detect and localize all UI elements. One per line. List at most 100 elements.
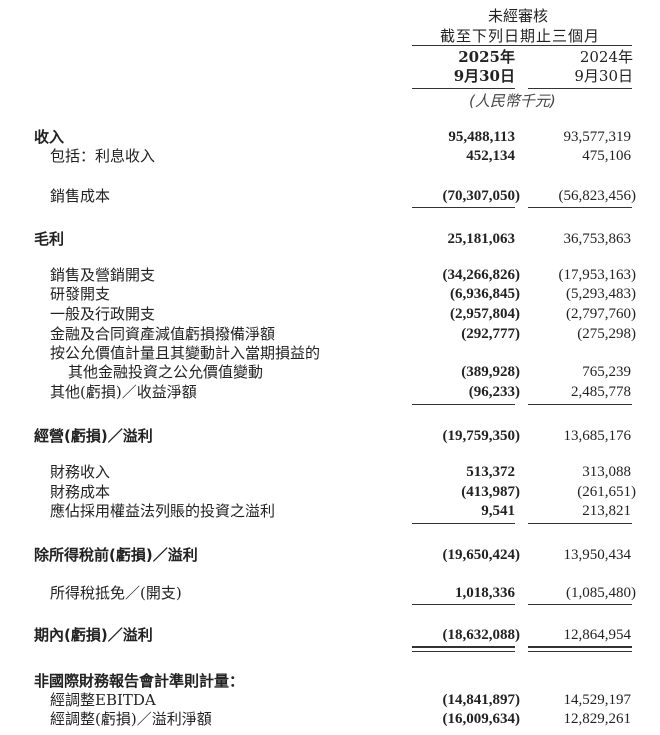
value-2024: 13,685,176 xyxy=(563,428,632,444)
row-adjusted-net-profit: 經調整(虧損)／溢利淨額 (16,009,634) 12,829,261 xyxy=(0,710,660,729)
row-interest-income: 包括：利息收入 452,134 475,106 xyxy=(0,147,660,166)
row-label: 一般及行政開支 xyxy=(50,305,156,323)
value-2025: (16,009,634) xyxy=(442,711,521,727)
subtotal-rule xyxy=(412,604,515,605)
row-label: 經調整(虧損)／溢利淨額 xyxy=(50,710,212,728)
value-2025: 95,488,113 xyxy=(448,129,515,145)
value-2024: 93,577,319 xyxy=(563,129,632,145)
value-2025: 25,181,063 xyxy=(447,231,516,247)
value-2024: 36,753,863 xyxy=(563,231,632,247)
value-2024: 313,088 xyxy=(582,464,631,480)
row-label: 所得稅抵免／(開支) xyxy=(50,584,182,602)
currency-unit: (人民幣千元) xyxy=(469,92,556,110)
subtotal-rule xyxy=(528,404,632,405)
value-2025: (19,650,424) xyxy=(442,547,521,563)
value-2025: (292,777) xyxy=(461,326,520,342)
row-other-gains: 其他(虧損)／收益淨額 (96,233) 2,485,778 xyxy=(0,383,660,402)
value-2025: 452,134 xyxy=(466,148,515,164)
row-label: 毛利 xyxy=(34,230,65,248)
subtotal-rule xyxy=(412,523,515,524)
value-2024: 12,829,261 xyxy=(563,711,632,727)
col-2024-rule xyxy=(528,88,632,89)
value-2025: (96,233) xyxy=(468,384,520,400)
row-label: 財務成本 xyxy=(50,483,111,501)
row-rd-expenses: 研發開支 (6,936,845) (5,293,483) xyxy=(0,285,660,304)
row-label: 應佔採用權益法列賬的投資之溢利 xyxy=(50,502,276,520)
subtotal-rule xyxy=(528,523,632,524)
total-double-rule xyxy=(412,646,515,648)
total-double-rule xyxy=(412,651,515,652)
value-2025: (18,632,088) xyxy=(442,627,521,643)
total-double-rule xyxy=(528,651,632,652)
row-label: 除所得稅前(虧損)／溢利 xyxy=(34,546,198,564)
audit-status: 未經審核 xyxy=(488,7,549,25)
subtotal-rule xyxy=(412,404,515,405)
value-2024: (56,823,456) xyxy=(558,188,637,204)
value-2024: (5,293,483) xyxy=(566,286,636,302)
value-2025: (6,936,845) xyxy=(450,286,520,302)
value-2025: 513,372 xyxy=(466,464,515,480)
row-label: 經調整EBITDA xyxy=(50,691,156,709)
row-finance-costs: 財務成本 (413,987) (261,651) xyxy=(0,483,660,502)
value-2025: (389,928) xyxy=(461,364,520,380)
row-selling-expenses: 銷售及營銷開支 (34,266,826) (17,953,163) xyxy=(0,266,660,285)
value-2025: (34,266,826) xyxy=(442,267,521,283)
value-2024: 765,239 xyxy=(582,364,631,380)
period-heading: 截至下列日期止三個月 xyxy=(440,27,601,45)
row-label: 其他(虧損)／收益淨額 xyxy=(50,383,197,401)
value-2025: (413,987) xyxy=(461,484,520,500)
row-label: 包括：利息收入 xyxy=(50,147,156,165)
row-admin-expenses: 一般及行政開支 (2,957,804) (2,797,760) xyxy=(0,305,660,324)
row-label: 研發開支 xyxy=(50,285,111,303)
col-2024-year: 2024年 xyxy=(579,48,633,66)
row-label: 按公允價值計量且其變動計入當期損益的 xyxy=(50,344,321,362)
row-adjusted-ebitda: 經調整EBITDA (14,841,897) 14,529,197 xyxy=(0,691,660,710)
row-fair-value-heading: 按公允價值計量且其變動計入當期損益的 xyxy=(0,344,660,363)
row-non-ifrs-heading: 非國際財務報告會計準則計量： xyxy=(0,672,660,691)
value-2024: (17,953,163) xyxy=(558,267,637,283)
col-2024-date: 9月30日 xyxy=(574,67,633,85)
value-2024: (275,298) xyxy=(577,326,636,342)
subtotal-rule xyxy=(528,604,632,605)
row-cost-of-sales: 銷售成本 (70,307,050) (56,823,456) xyxy=(0,187,660,206)
value-2024: (2,797,760) xyxy=(566,306,636,322)
row-period-profit: 期內(虧損)／溢利 (18,632,088) 12,864,954 xyxy=(0,626,660,645)
row-impairment: 金融及合同資產減值虧損撥備淨額 (292,777) (275,298) xyxy=(0,325,660,344)
col-2025-year: 2025年 xyxy=(458,48,515,66)
row-finance-income: 財務收入 513,372 313,088 xyxy=(0,463,660,482)
row-revenue: 收入 95,488,113 93,577,319 xyxy=(0,128,660,147)
row-gross-profit: 毛利 25,181,063 36,753,863 xyxy=(0,230,660,249)
row-operating-profit: 經營(虧損)／溢利 (19,759,350) 13,685,176 xyxy=(0,427,660,446)
value-2024: 12,864,954 xyxy=(563,627,632,643)
row-income-tax: 所得稅抵免／(開支) 1,018,336 (1,085,480) xyxy=(0,584,660,603)
value-2025: (70,307,050) xyxy=(442,188,521,204)
row-label: 財務收入 xyxy=(50,463,111,481)
value-2025: (19,759,350) xyxy=(442,428,521,444)
col-2025-rule xyxy=(412,88,515,89)
value-2024: (1,085,480) xyxy=(566,585,636,601)
value-2024: (261,651) xyxy=(577,484,636,500)
subtotal-rule xyxy=(528,207,632,208)
value-2024: 13,950,434 xyxy=(563,547,632,563)
value-2025: (2,957,804) xyxy=(450,306,520,322)
row-label: 收入 xyxy=(34,128,65,146)
row-label: 其他金融投資之公允價值變動 xyxy=(68,363,264,381)
value-2025: 1,018,336 xyxy=(455,585,515,601)
value-2024: 14,529,197 xyxy=(563,692,632,708)
value-2024: 475,106 xyxy=(582,148,631,164)
row-label: 金融及合同資產減值虧損撥備淨額 xyxy=(50,325,276,343)
row-equity-investments: 應佔採用權益法列賬的投資之溢利 9,541 213,821 xyxy=(0,502,660,521)
value-2024: 2,485,778 xyxy=(571,384,631,400)
value-2024: 213,821 xyxy=(582,503,631,519)
subtotal-rule xyxy=(412,207,515,208)
col-2025-date: 9月30日 xyxy=(453,67,515,85)
total-double-rule xyxy=(528,646,632,648)
row-label: 期內(虧損)／溢利 xyxy=(34,626,153,644)
row-pretax-profit: 除所得稅前(虧損)／溢利 (19,650,424) 13,950,434 xyxy=(0,546,660,565)
row-label: 非國際財務報告會計準則計量： xyxy=(34,672,245,690)
row-label: 銷售成本 xyxy=(50,187,111,205)
value-2025: 9,541 xyxy=(481,503,515,519)
value-2025: (14,841,897) xyxy=(442,692,521,708)
row-fair-value-changes: 其他金融投資之公允價值變動 (389,928) 765,239 xyxy=(0,363,660,382)
row-label: 經營(虧損)／溢利 xyxy=(34,427,153,445)
